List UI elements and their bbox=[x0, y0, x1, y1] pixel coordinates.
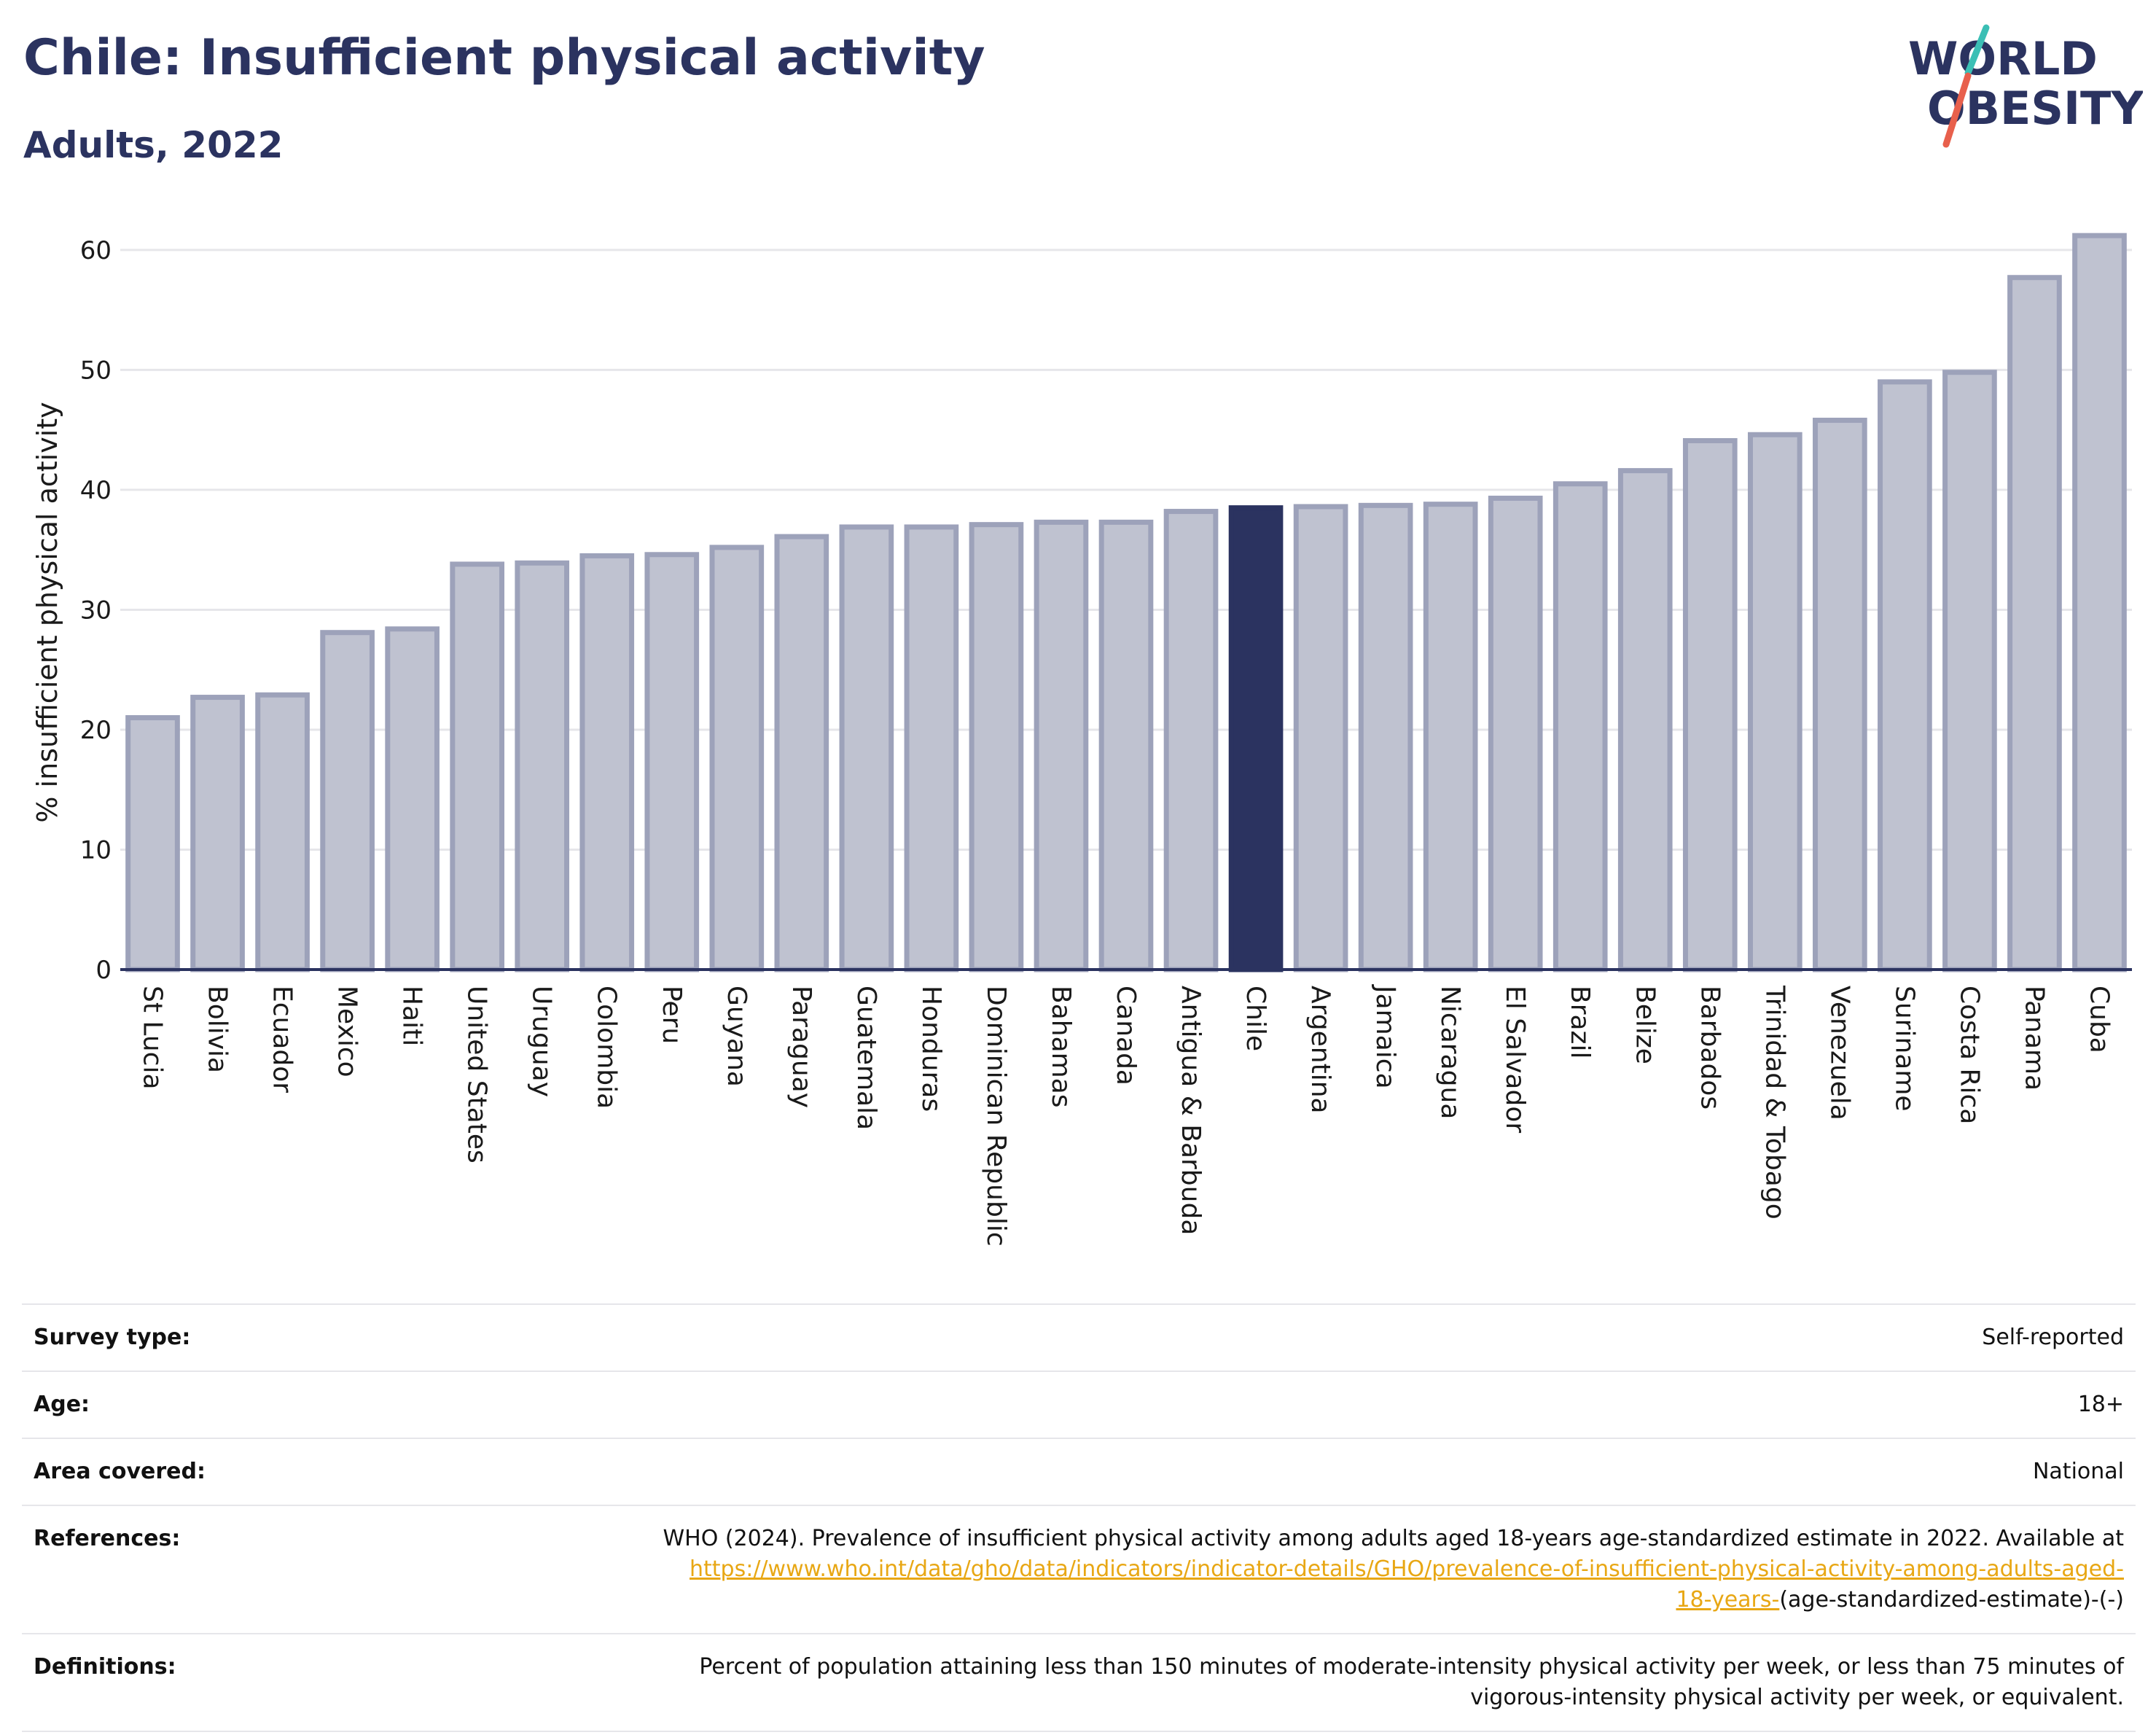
area-row: Area covered: National bbox=[22, 1438, 2136, 1505]
references-link-line2[interactable]: 18-years- bbox=[1676, 1587, 1780, 1613]
bar bbox=[1747, 432, 1802, 972]
references-value: WHO (2024). Prevalence of insufficient p… bbox=[453, 1505, 2136, 1634]
logo-line1: WORLD bbox=[1908, 32, 2098, 85]
bar bbox=[1488, 495, 1543, 972]
x-tick-label: Peru bbox=[657, 986, 687, 1044]
x-tick-label: Colombia bbox=[592, 986, 622, 1109]
bar-highlight bbox=[1228, 505, 1284, 972]
metadata-table: Survey type: Self-reported Age: 18+ Area… bbox=[22, 1303, 2136, 1732]
survey-type-label: Survey type: bbox=[34, 1325, 191, 1350]
x-tick-label: Guyana bbox=[722, 986, 751, 1087]
logo-slash-top bbox=[1964, 24, 1990, 77]
bar bbox=[969, 522, 1024, 972]
chart-subtitle: Adults, 2022 bbox=[23, 124, 284, 166]
x-tick-label: Brazil bbox=[1565, 986, 1595, 1058]
x-tick-label: Argentina bbox=[1305, 986, 1335, 1114]
area-label: Area covered: bbox=[34, 1459, 206, 1484]
references-link-line1[interactable]: https://www.who.int/data/gho/data/indica… bbox=[690, 1556, 2124, 1582]
bar bbox=[450, 561, 505, 972]
y-tick-label: 20 bbox=[80, 716, 112, 745]
area-value: National bbox=[2032, 1459, 2124, 1484]
definitions-line2: vigorous-intensity physical activity per… bbox=[1470, 1685, 2124, 1710]
logo-slash-bottom bbox=[1942, 72, 1972, 148]
x-tick-label: Guatemala bbox=[851, 986, 881, 1130]
x-tick-label: Uruguay bbox=[527, 986, 557, 1097]
x-tick-label: Jamaica bbox=[1370, 984, 1400, 1089]
bar bbox=[1617, 468, 1673, 972]
x-tick-label: Belize bbox=[1630, 986, 1660, 1064]
x-tick-label: Paraguay bbox=[786, 986, 816, 1108]
bar bbox=[1813, 418, 1867, 972]
y-tick-label: 0 bbox=[95, 956, 112, 985]
y-tick-label: 60 bbox=[80, 236, 112, 265]
bar bbox=[255, 692, 310, 972]
x-tick-label: Chile bbox=[1241, 986, 1270, 1051]
bar bbox=[1423, 502, 1478, 972]
x-tick-label: Antigua & Barbuda bbox=[1176, 986, 1206, 1235]
x-tick-label: Canada bbox=[1111, 986, 1141, 1085]
x-tick-label: Dominican Republic bbox=[981, 986, 1011, 1247]
bar bbox=[904, 524, 959, 972]
x-tick-label: Bahamas bbox=[1046, 986, 1076, 1108]
y-tick-label: 50 bbox=[80, 356, 112, 385]
age-label: Age: bbox=[34, 1392, 90, 1417]
y-tick-label: 30 bbox=[80, 596, 112, 625]
bar bbox=[1878, 379, 1932, 972]
bar bbox=[2072, 233, 2127, 972]
x-tick-label: Cuba bbox=[2084, 986, 2114, 1053]
x-tick-label: Trinidad & Tobago bbox=[1759, 985, 1789, 1220]
bar bbox=[644, 552, 700, 972]
age-value: 18+ bbox=[2077, 1392, 2124, 1417]
definitions-label: Definitions: bbox=[34, 1654, 176, 1680]
references-label: References: bbox=[34, 1526, 181, 1551]
bar bbox=[1098, 519, 1154, 972]
x-tick-label: United States bbox=[462, 986, 492, 1163]
x-tick-label: Suriname bbox=[1889, 986, 1919, 1112]
x-tick-label: El Salvador bbox=[1500, 986, 1530, 1133]
bar bbox=[2007, 275, 2062, 972]
y-tick-label: 10 bbox=[80, 835, 112, 865]
x-tick-label: Panama bbox=[2019, 986, 2049, 1091]
age-row: Age: 18+ bbox=[22, 1371, 2136, 1438]
bar bbox=[385, 626, 440, 972]
bar bbox=[190, 695, 245, 972]
x-tick-label: Venezuela bbox=[1824, 986, 1854, 1120]
references-text: WHO (2024). Prevalence of insufficient p… bbox=[663, 1526, 2124, 1551]
x-tick-label: Ecuador bbox=[267, 986, 297, 1093]
bar bbox=[1293, 504, 1348, 972]
bar bbox=[1163, 509, 1219, 972]
survey-type-row: Survey type: Self-reported bbox=[22, 1304, 2136, 1371]
bar bbox=[320, 630, 375, 972]
survey-type-value: Self-reported bbox=[1982, 1325, 2124, 1350]
x-tick-label: Costa Rica bbox=[1954, 986, 1984, 1124]
x-tick-label: Mexico bbox=[332, 986, 362, 1077]
bar bbox=[125, 715, 180, 972]
bar bbox=[1034, 519, 1089, 972]
x-tick-label: Bolivia bbox=[203, 986, 233, 1073]
x-tick-label: Honduras bbox=[916, 986, 946, 1112]
definitions-line1: Percent of population attaining less tha… bbox=[699, 1654, 2124, 1680]
x-tick-label: Nicaragua bbox=[1435, 986, 1465, 1119]
y-axis-title: % insufficient physical activity bbox=[31, 402, 63, 822]
chart-title: Chile: Insufficient physical activity bbox=[23, 29, 985, 87]
references-row: References: WHO (2024). Prevalence of in… bbox=[22, 1505, 2136, 1634]
bar bbox=[1358, 502, 1413, 972]
x-tick-label: St Lucia bbox=[138, 986, 168, 1090]
x-tick-label: Haiti bbox=[397, 986, 427, 1046]
definitions-row: Definitions: Percent of population attai… bbox=[22, 1634, 2136, 1731]
world-obesity-logo: WORLD OBESITY bbox=[1908, 24, 2143, 148]
bar-chart: 0 10 20 30 40 50 60 % insufficient physical act… bbox=[31, 233, 2132, 1247]
bar bbox=[774, 534, 829, 972]
bar bbox=[1552, 481, 1608, 972]
bar bbox=[1942, 370, 1997, 972]
bar bbox=[1682, 437, 1738, 972]
bar bbox=[579, 553, 635, 972]
bar bbox=[839, 524, 894, 972]
bar bbox=[515, 560, 570, 972]
definitions-value: Percent of population attaining less tha… bbox=[453, 1634, 2136, 1731]
bar bbox=[709, 545, 765, 972]
y-tick-label: 40 bbox=[80, 476, 112, 505]
references-tail: (age-standardized-estimate)-(-) bbox=[1779, 1587, 2124, 1613]
x-tick-label: Barbados bbox=[1695, 986, 1725, 1110]
